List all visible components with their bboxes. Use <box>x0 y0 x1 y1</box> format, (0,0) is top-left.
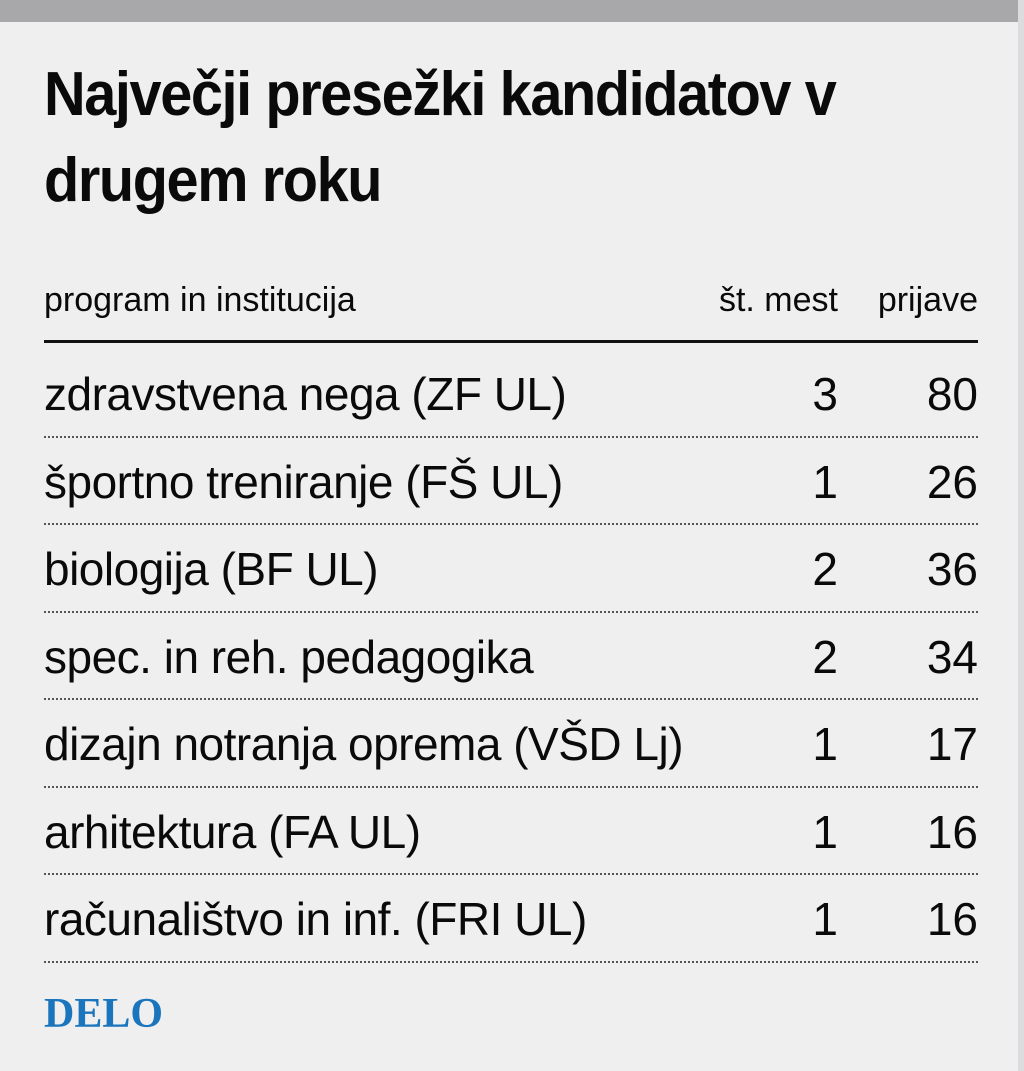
cell-prijave: 34 <box>926 630 978 683</box>
cell-mest: 2 <box>812 543 838 595</box>
table-row: biologija (BF UL) 2 36 <box>44 525 978 613</box>
cell-prijave: 17 <box>926 718 978 770</box>
table-row: zdravstvena nega (ZF UL) 3 80 <box>44 350 978 438</box>
column-header-mest: št. mest <box>718 281 838 319</box>
table-body: zdravstvena nega (ZF UL) 3 80 športno treni… <box>44 350 978 963</box>
cell-prijave: 16 <box>926 805 978 858</box>
table-row: dizajn notranja oprema (VŠD Lj) 1 17 <box>44 700 978 788</box>
header-rule <box>44 340 978 343</box>
cell-mest: 1 <box>812 893 838 945</box>
cell-mest: 1 <box>812 455 838 508</box>
table-row: športno treniranje (FŠ UL) 1 26 <box>44 438 978 525</box>
cell-mest: 2 <box>812 630 838 683</box>
cell-mest: 1 <box>812 805 838 858</box>
cell-mest: 1 <box>812 718 838 770</box>
cell-program: arhitektura (FA UL) <box>44 805 421 858</box>
chart-title: Največji presežki kandidatov v drugem ro… <box>44 60 837 215</box>
cell-program: dizajn notranja oprema (VŠD Lj) <box>44 718 684 770</box>
cell-program: računalištvo in inf. (FRI UL) <box>44 893 587 945</box>
cell-program: spec. in reh. pedagogika <box>44 630 534 683</box>
right-edge <box>1018 0 1024 1071</box>
cell-program: biologija (BF UL) <box>44 543 379 595</box>
cell-program: zdravstvena nega (ZF UL) <box>44 368 567 420</box>
cell-prijave: 26 <box>926 455 978 508</box>
cell-mest: 3 <box>812 368 838 420</box>
cell-prijave: 80 <box>926 368 978 420</box>
column-header-program: program in institucija <box>44 281 356 319</box>
table-row: računalištvo in inf. (FRI UL) 1 16 <box>44 875 978 963</box>
delo-logo: DELO <box>44 991 164 1037</box>
column-header-prijave: prijave <box>877 281 978 319</box>
cell-prijave: 16 <box>926 893 978 945</box>
top-bar <box>0 0 1024 22</box>
table-header: program in institucija št. mest prijave <box>44 278 978 328</box>
table-row: spec. in reh. pedagogika 2 34 <box>44 613 978 700</box>
table-row: arhitektura (FA UL) 1 16 <box>44 788 978 875</box>
cell-prijave: 36 <box>926 543 978 595</box>
cell-program: športno treniranje (FŠ UL) <box>44 455 563 508</box>
